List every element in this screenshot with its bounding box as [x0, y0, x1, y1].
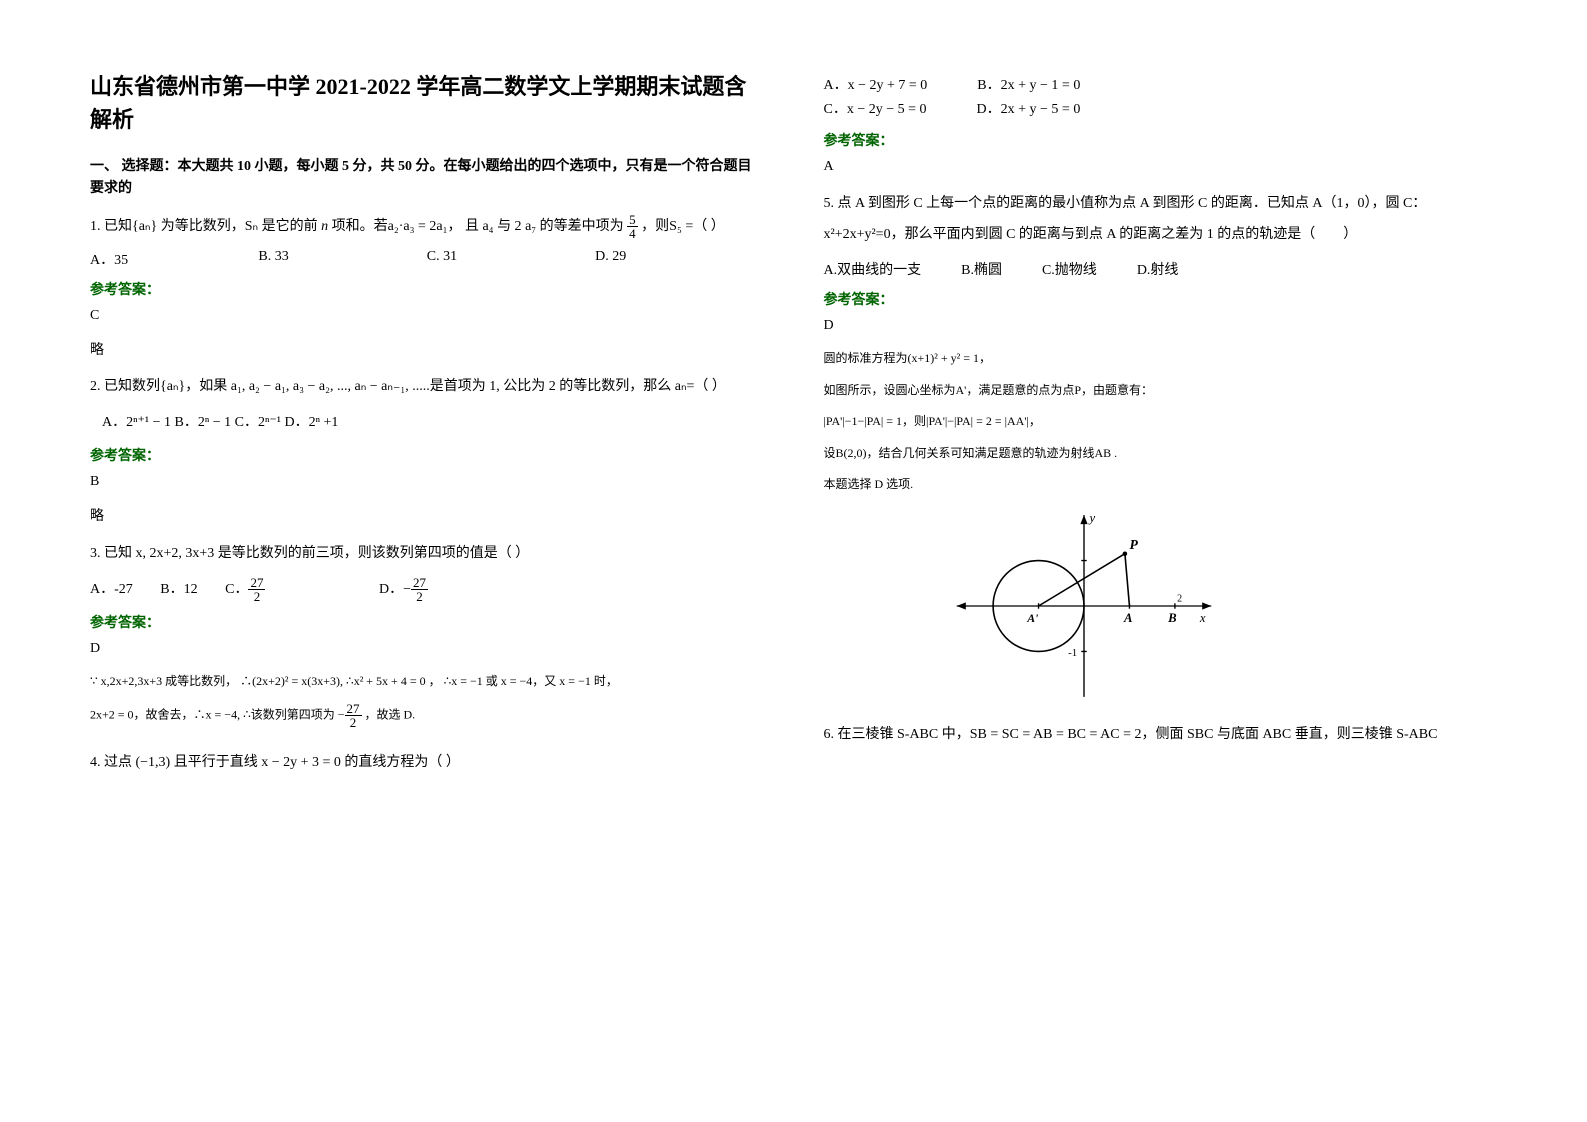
q3-opt-a: A．-27 — [90, 582, 133, 597]
question-6: 6. 在三棱锥 S-ABC 中，SB = SC = AB = BC = AC =… — [824, 721, 1498, 749]
fraction: 54 — [627, 213, 638, 240]
q1-answer: C — [90, 303, 764, 328]
point-p — [1122, 551, 1127, 556]
label-p: P — [1129, 537, 1138, 552]
q3-options: A．-27 B．12 C．272 D．−272 — [90, 576, 764, 604]
y-arrow-icon — [1080, 515, 1087, 524]
document-title: 山东省德州市第一中学 2021-2022 学年高二数学文上学期期末试题含解析 — [90, 70, 764, 136]
answer-label: 参考答案： — [824, 130, 1498, 150]
q4-opt-c: C．x − 2y − 5 = 0 — [824, 98, 927, 118]
q4-options-row2: C．x − 2y − 5 = 0 D．2x + y − 5 = 0 — [824, 98, 1498, 118]
page: 山东省德州市第一中学 2021-2022 学年高二数学文上学期期末试题含解析 一… — [0, 0, 1587, 825]
q3-explanation-1: ∵ x,2x+2,3x+3 成等比数列， ∴(2x+2)² = x(3x+3),… — [90, 671, 764, 693]
q5-opt-c: C.抛物线 — [1042, 259, 1097, 279]
q1-text: 1. 已知{aₙ} 为等比数列，Sₙ 是它的前 n 项和。若a₂·a₃ = 2a… — [90, 219, 725, 234]
q5-expl-3: |PA'|−1−|PA| = 1，则|PA'|−|PA| = 2 = |AA'|… — [824, 411, 1498, 433]
label-aprime: A' — [1026, 611, 1039, 625]
x-arrow-icon — [1202, 602, 1211, 609]
q2-options: A．2ⁿ⁺¹ − 1 B．2ⁿ − 1 C．2ⁿ⁻¹ D．2ⁿ +1 — [102, 409, 764, 437]
label-a: A — [1123, 611, 1132, 625]
q4-opt-b: B．2x + y − 1 = 0 — [977, 74, 1080, 94]
right-column: A．x − 2y + 7 = 0 B．2x + y − 1 = 0 C．x − … — [824, 70, 1498, 785]
question-1: 1. 已知{aₙ} 为等比数列，Sₙ 是它的前 n 项和。若a₂·a₃ = 2a… — [90, 213, 764, 241]
left-arrow-icon — [956, 602, 965, 609]
question-5: 5. 点 A 到图形 C 上每一个点的距离的最小值称为点 A 到图形 C 的距离… — [824, 189, 1498, 251]
q5-expl-1: 圆的标准方程为(x+1)² + y² = 1， — [824, 348, 1498, 370]
answer-label: 参考答案： — [824, 289, 1498, 309]
label-y: y — [1087, 511, 1095, 525]
q3-answer: D — [90, 636, 764, 661]
fraction: 272 — [345, 702, 362, 729]
q4-opt-d: D．2x + y − 5 = 0 — [977, 98, 1081, 118]
label-x: x — [1198, 611, 1205, 625]
q3-opt-c: C．272 — [225, 582, 265, 597]
q1-opt-c: C. 31 — [427, 249, 595, 269]
q1-options: A．35 B. 33 C. 31 D. 29 — [90, 249, 764, 269]
answer-label: 参考答案： — [90, 279, 764, 299]
q1-answer-note: 略 — [90, 338, 764, 363]
q5-expl-4: 设B(2,0)，结合几何关系可知满足题意的轨迹为射线AB . — [824, 443, 1498, 465]
q5-expl-5: 本题选择 D 选项. — [824, 474, 1498, 496]
q5-expl-2: 如图所示，设圆心坐标为A'，满足题意的点为点P，由题意有： — [824, 380, 1498, 402]
label-2: 2 — [1177, 593, 1182, 604]
line-aprime-p — [1038, 554, 1124, 606]
q3-opt-b: B．12 — [160, 582, 197, 597]
label-neg1: -1 — [1068, 647, 1077, 659]
q2-answer: B — [90, 469, 764, 494]
line-a-p — [1124, 554, 1129, 606]
question-3: 3. 已知 x, 2x+2, 3x+3 是等比数列的前三项，则该数列第四项的值是… — [90, 540, 764, 568]
fraction: 272 — [411, 576, 428, 603]
q1-opt-d: D. 29 — [595, 249, 763, 269]
q5-opt-a: A.双曲线的一支 — [824, 259, 922, 279]
q2-answer-note: 略 — [90, 504, 764, 529]
q5-opt-b: B.椭圆 — [961, 259, 1002, 279]
answer-label: 参考答案： — [90, 445, 764, 465]
q4-opt-a: A．x − 2y + 7 = 0 — [824, 74, 928, 94]
section-heading: 一、 选择题：本大题共 10 小题，每小题 5 分，共 50 分。在每小题给出的… — [90, 156, 764, 201]
q5-opt-d: D.射线 — [1137, 259, 1179, 279]
q5-diagram: y x P A' A B 2 -1 — [944, 506, 1498, 711]
q3-opt-d: D．−272 — [379, 582, 428, 597]
q5-answer: D — [824, 313, 1498, 338]
left-column: 山东省德州市第一中学 2021-2022 学年高二数学文上学期期末试题含解析 一… — [90, 70, 764, 785]
question-2: 2. 已知数列{aₙ}，如果 a₁, a₂ − a₁, a₃ − a₂, ...… — [90, 373, 764, 401]
fraction: 272 — [248, 576, 265, 603]
q1-opt-a: A．35 — [90, 249, 258, 269]
q4-options-row1: A．x − 2y + 7 = 0 B．2x + y − 1 = 0 — [824, 74, 1498, 94]
q5-options: A.双曲线的一支 B.椭圆 C.抛物线 D.射线 — [824, 259, 1498, 279]
question-4: 4. 过点 (−1,3) 且平行于直线 x − 2y + 3 = 0 的直线方程… — [90, 749, 764, 777]
q3-explanation-2: 2x+2 = 0，故舍去，∴x = −4, ∴该数列第四项为 −272 ，故选 … — [90, 702, 764, 729]
answer-label: 参考答案： — [90, 612, 764, 632]
diagram-svg: y x P A' A B 2 -1 — [944, 506, 1224, 706]
label-b: B — [1167, 611, 1177, 625]
q1-opt-b: B. 33 — [258, 249, 426, 269]
q4-answer: A — [824, 154, 1498, 179]
